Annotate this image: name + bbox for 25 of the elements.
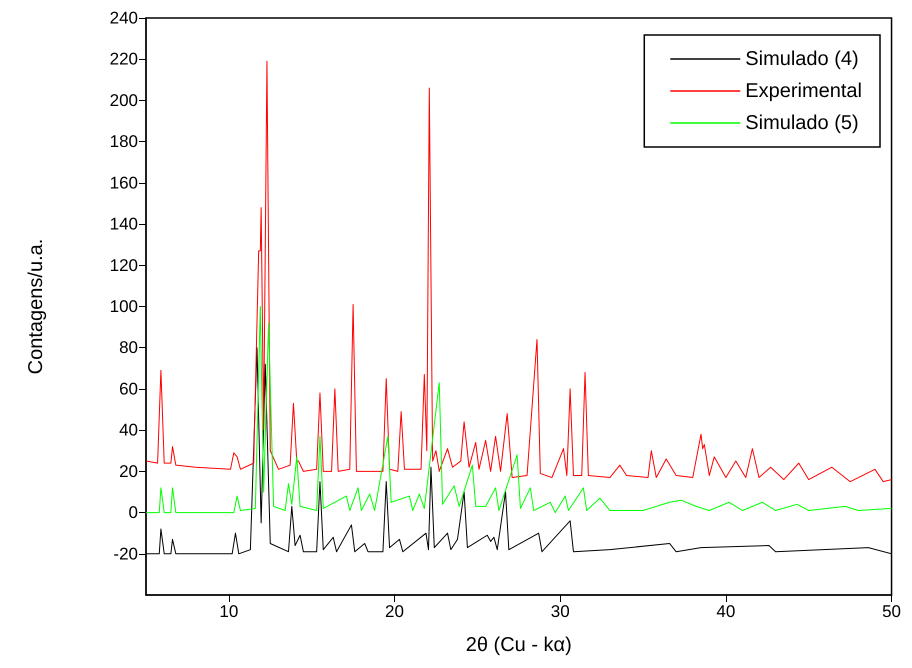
x-axis-title: 2θ (Cu - kα) [466,634,572,656]
y-tick-label: 160 [110,173,138,192]
y-tick-label: 200 [110,90,138,110]
line-series [146,306,892,514]
x-tick-label: 40 [716,602,736,621]
y-tick-label: 20 [119,462,138,481]
x-tick-label: 10 [219,602,238,621]
y-axis-title: Contagens/u.a. [25,238,47,374]
x-tick-label: 20 [385,602,404,621]
y-tick-label: 180 [110,132,138,152]
legend-label: Experimental [745,80,862,102]
y-tick-label: -20 [113,544,138,564]
y-tick-label: 40 [119,420,138,440]
legend-label: Simulado (4) [745,48,859,70]
x-tick-label: 50 [882,602,902,621]
y-tick-label: 240 [110,8,138,28]
legend-label: Simulado (5) [745,112,859,134]
y-tick-label: 140 [110,214,138,234]
y-tick-label: 100 [110,297,138,316]
y-tick-label: 60 [119,379,138,398]
y-tick-label: 80 [119,338,138,358]
y-tick-label: 120 [110,256,138,275]
y-tick-label: 220 [110,50,138,69]
y-tick-label: 0 [128,503,138,522]
x-tick-label: 30 [550,602,570,621]
